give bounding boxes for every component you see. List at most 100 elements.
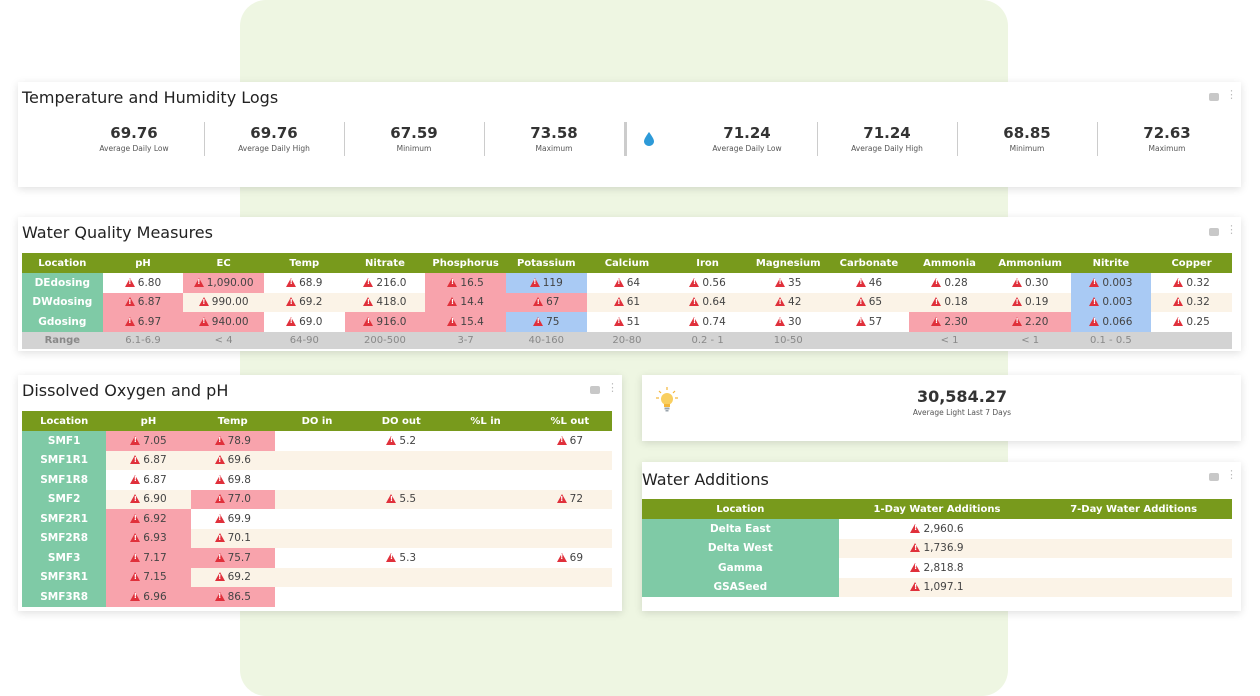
warning-icon	[363, 316, 374, 326]
column-header: DO out	[359, 411, 444, 431]
location-cell-text: SMF2R1	[40, 512, 89, 525]
value-cell	[528, 470, 612, 490]
kpi-humidity-avg-high: 71.24 Average Daily High	[851, 124, 923, 153]
table-row: SMF2 6.90 77.0 5.5 72	[22, 489, 612, 509]
value-cell-text: 69.6	[227, 454, 251, 467]
value-cell-text: 16.5	[460, 276, 484, 289]
warning-icon	[130, 455, 141, 465]
warning-icon	[1089, 297, 1100, 307]
location-cell: DWdosing	[22, 292, 103, 312]
range-cell: < 1	[989, 331, 1071, 349]
location-cell: SMF2R1	[22, 509, 107, 529]
value-cell-text: 2.30	[944, 315, 968, 328]
more-menu-icon[interactable]	[1226, 468, 1241, 482]
value-cell-text: 0.28	[944, 276, 968, 289]
warning-icon	[556, 494, 567, 504]
card-tools	[589, 381, 622, 397]
value-cell: 0.32	[1151, 292, 1232, 312]
location-cell: Delta West	[642, 538, 839, 558]
kpi-humidity-avg-low: 71.24 Average Daily Low	[712, 124, 782, 153]
column-header: Calcium	[586, 253, 668, 273]
more-menu-icon[interactable]	[607, 381, 622, 395]
warning-icon	[124, 297, 135, 307]
value-cell	[443, 528, 528, 548]
warning-icon	[130, 494, 141, 504]
value-cell: 6.80	[103, 273, 184, 293]
water-quality-card: Water Quality Measures Location pH EC Temp N…	[18, 217, 1241, 351]
value-cell-text: 0.30	[1025, 276, 1049, 289]
warning-icon	[124, 277, 135, 287]
value-cell: 70.1	[190, 528, 275, 548]
value-cell: 75	[505, 312, 587, 332]
warning-icon	[1012, 316, 1022, 326]
warning-icon	[214, 572, 225, 582]
location-cell-text: Delta West	[707, 542, 773, 555]
warning-icon	[931, 316, 942, 326]
column-header-text: Location	[38, 257, 87, 269]
warning-icon	[1173, 316, 1184, 326]
value-cell-text: 69.8	[227, 473, 251, 486]
water-drop-icon	[644, 132, 654, 146]
warning-icon	[130, 474, 141, 484]
range-cell-text: < 4	[214, 334, 233, 346]
value-cell: 69	[528, 548, 612, 568]
warning-icon	[931, 277, 942, 287]
value-cell-text: 69.2	[299, 296, 323, 309]
card-tools	[1208, 468, 1241, 484]
light-kpi: 30,584.27 Average Light Last 7 Days	[842, 387, 1082, 417]
value-cell-text: 42	[788, 296, 802, 309]
column-header: Location	[22, 253, 103, 273]
seven-day-cell	[1035, 558, 1232, 578]
range-cell-text: 3-7	[457, 334, 474, 346]
table-row: DEdosing 6.80 1,090.00 68.9 216.0 16.5 119 64 0.…	[22, 273, 1232, 293]
value-cell-text: 65	[868, 296, 883, 309]
comment-icon[interactable]	[1208, 228, 1219, 236]
value-cell-text: 6.87	[143, 473, 167, 486]
more-menu-icon[interactable]	[1226, 88, 1241, 102]
value-cell-text: 6.80	[137, 276, 162, 289]
value-cell	[359, 567, 444, 587]
column-header: Location	[22, 411, 107, 431]
warning-icon	[363, 277, 374, 287]
value-cell-text: 6.87	[137, 296, 162, 309]
location-cell: GSASeed	[642, 577, 839, 597]
comment-icon[interactable]	[1208, 93, 1219, 101]
value-cell: 77.0	[190, 489, 275, 509]
column-header: Carbonate	[828, 253, 910, 273]
value-cell: 940.00	[183, 312, 264, 332]
kpi-humidity-min: 68.85 Minimum	[1003, 124, 1051, 153]
comment-icon[interactable]	[1208, 473, 1219, 481]
value-cell: 68.9	[264, 273, 345, 293]
value-cell-text: 0.74	[702, 315, 726, 328]
range-cell: < 1	[909, 331, 990, 349]
column-header-text: Location	[716, 503, 765, 515]
column-header-text: DO out	[381, 415, 421, 427]
column-header: 7-Day Water Additions	[1035, 499, 1232, 519]
warning-icon	[286, 297, 297, 307]
one-day-cell-text: 1,736.9	[923, 542, 964, 555]
more-menu-icon[interactable]	[1226, 223, 1241, 237]
warning-icon	[910, 582, 921, 592]
column-header: %L in	[443, 411, 528, 431]
warning-icon	[214, 513, 225, 523]
warning-icon	[775, 297, 786, 307]
warning-icon	[775, 316, 786, 326]
card-tools	[1208, 223, 1241, 239]
value-cell	[528, 509, 612, 529]
warning-icon	[130, 435, 141, 445]
value-cell: 6.96	[106, 587, 191, 607]
temp-humidity-card: Temperature and Humidity Logs 69.76 Aver…	[18, 82, 1241, 187]
table-row: GSASeed 1,097.1	[642, 577, 1232, 597]
warning-icon	[689, 297, 700, 307]
column-header: Copper	[1151, 253, 1232, 273]
value-cell-text: 5.5	[399, 493, 417, 506]
location-cell-text: DEdosing	[34, 276, 91, 289]
comment-icon[interactable]	[589, 386, 600, 394]
seven-day-cell	[1035, 538, 1232, 558]
value-cell	[275, 470, 359, 490]
range-cell: 10-50	[747, 331, 829, 349]
value-cell: 6.97	[102, 312, 184, 332]
table-row: SMF1R8 6.87 69.8	[22, 470, 612, 490]
column-header-text: pH	[140, 415, 157, 427]
value-cell: 0.25	[1151, 312, 1232, 332]
